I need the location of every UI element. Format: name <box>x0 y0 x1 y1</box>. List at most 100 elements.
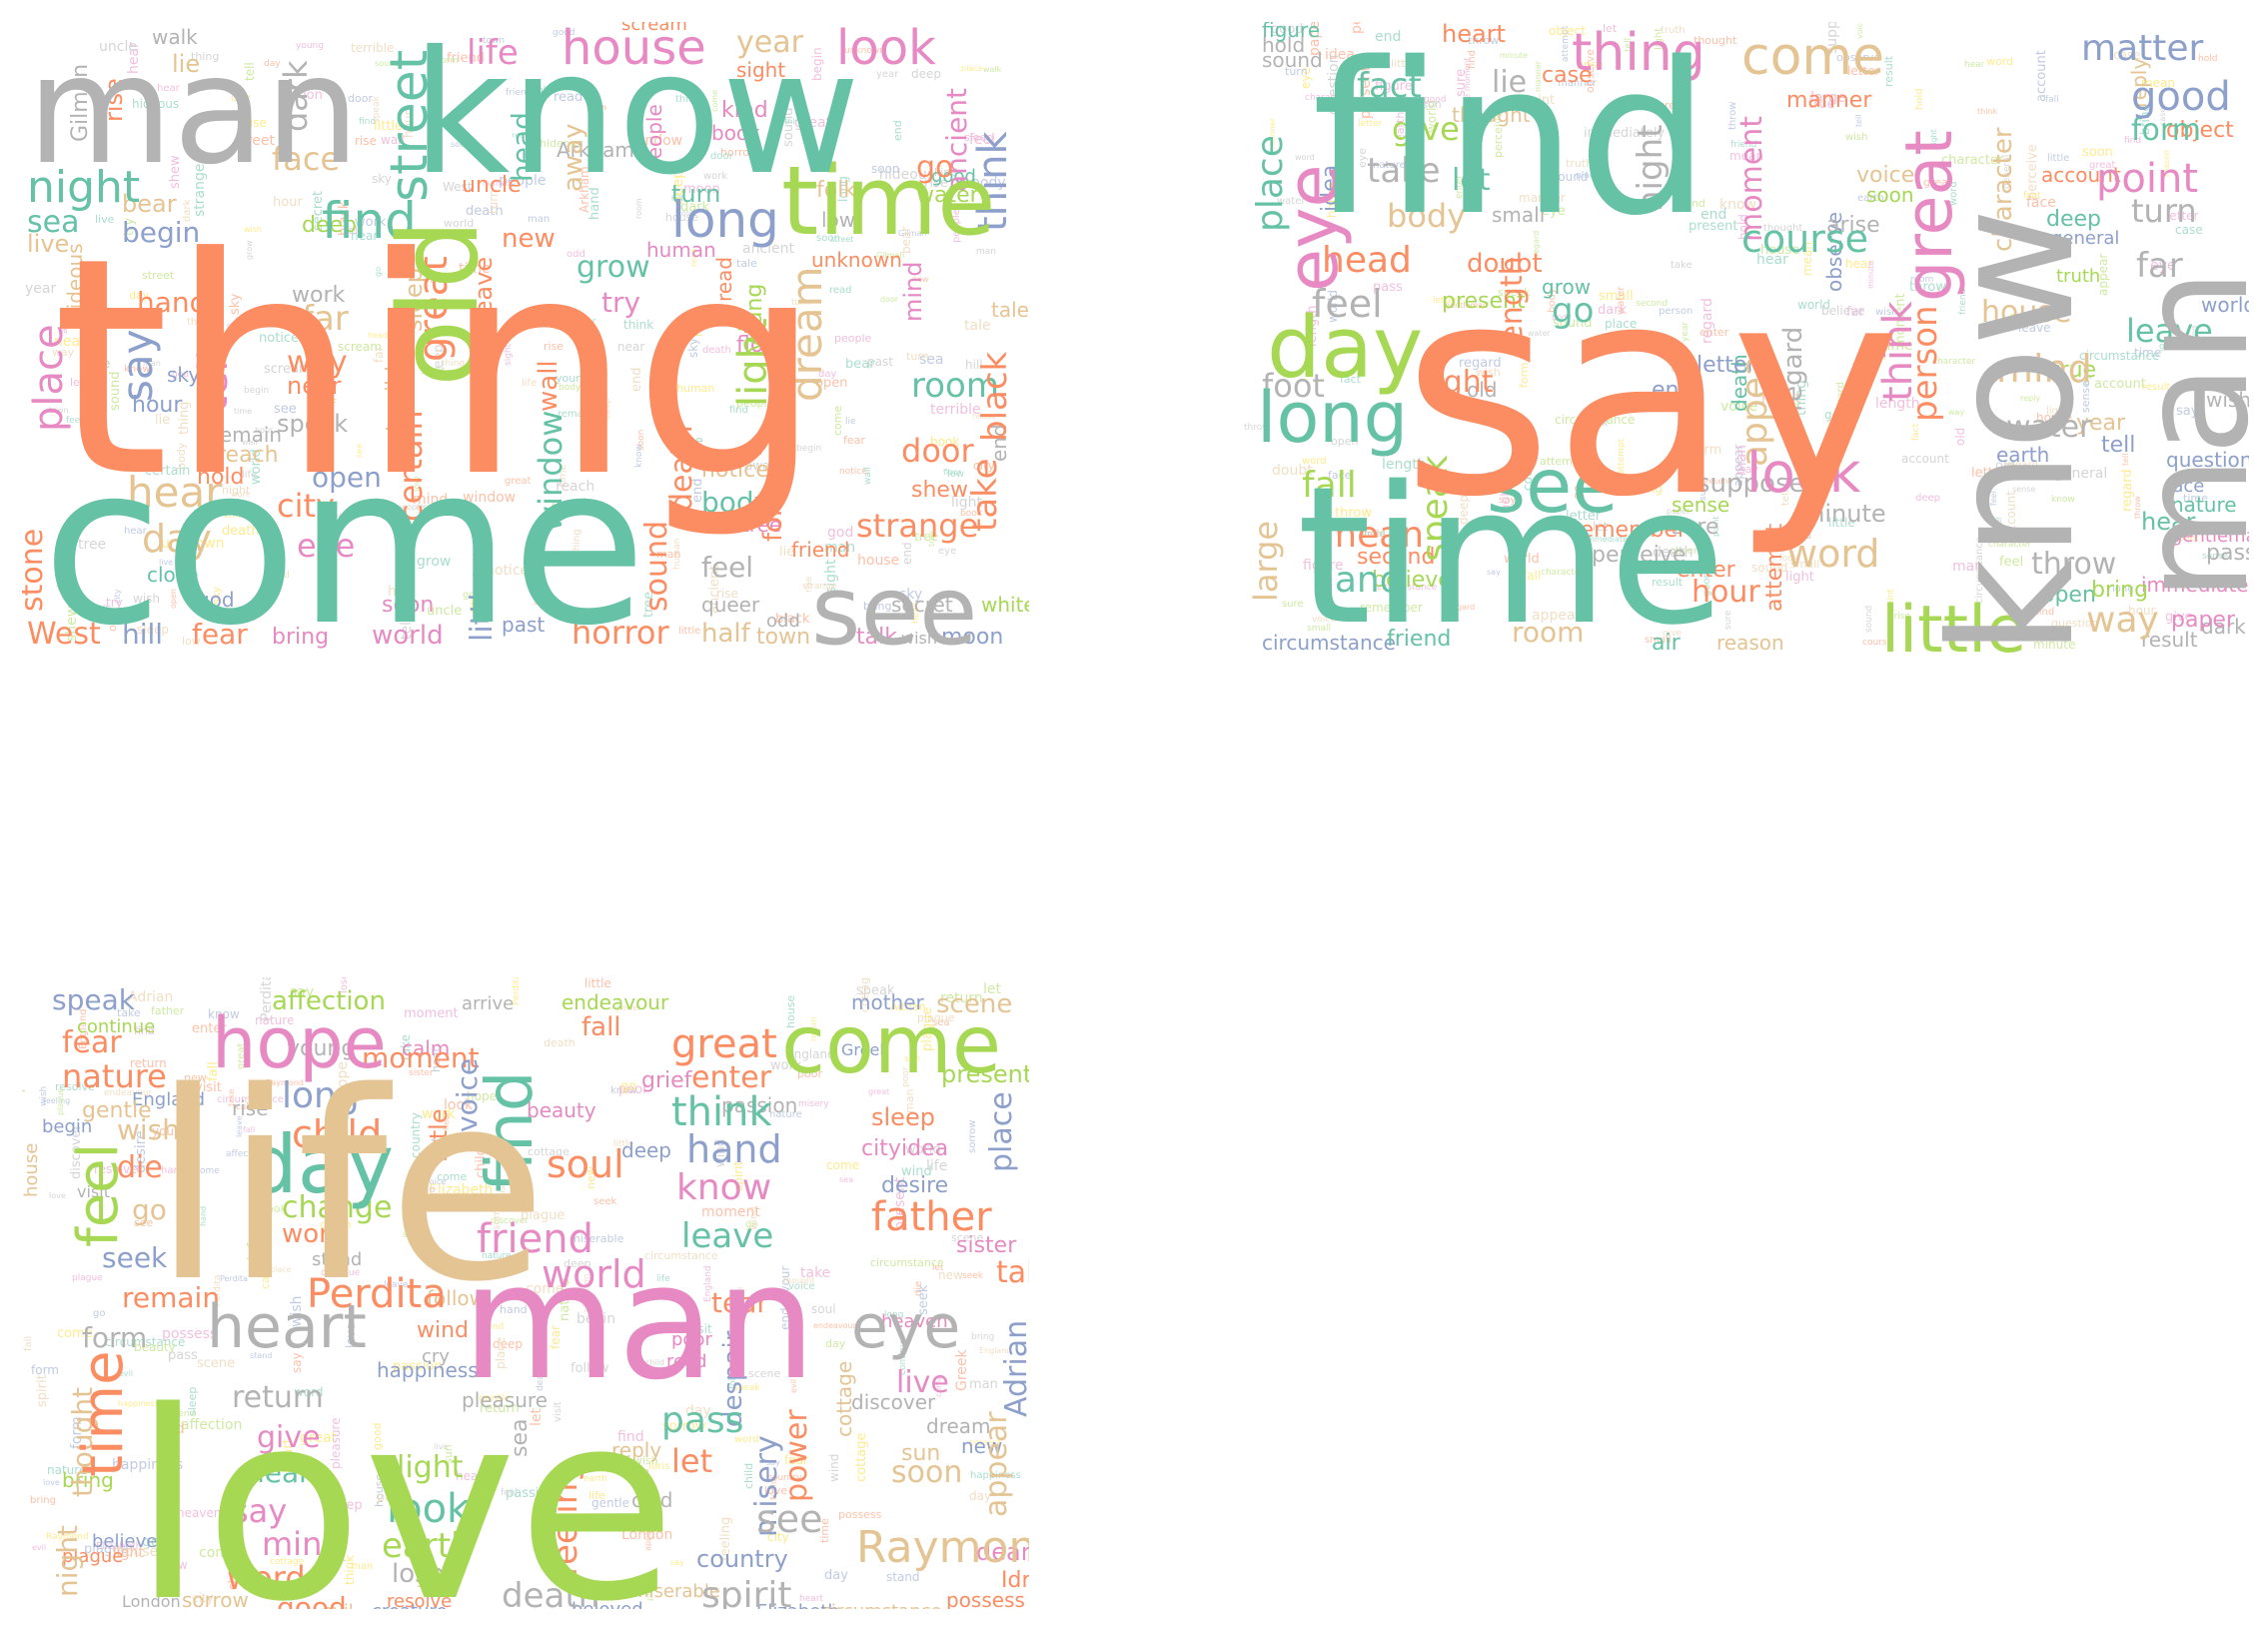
filler-word: turn <box>487 189 501 214</box>
filler-word: bear <box>899 227 913 254</box>
filler-word: question <box>2051 617 2099 630</box>
filler-word: good <box>463 590 488 601</box>
filler-word: hand <box>587 187 602 220</box>
filler-word: good <box>552 497 586 513</box>
filler-word: death <box>702 345 731 356</box>
filler-word: account <box>2094 377 2146 392</box>
word-spirit: spirit <box>701 1575 792 1609</box>
filler-word: enter <box>1700 326 1729 339</box>
filler-word: day <box>428 1138 444 1164</box>
filler-word: end <box>629 368 644 393</box>
filler-word: misery <box>798 1099 829 1109</box>
filler-word: return <box>480 1401 520 1416</box>
filler-word: good <box>1497 469 1522 480</box>
word-place: place <box>26 324 72 432</box>
word-house: house <box>562 22 706 76</box>
word-cry: cry <box>422 1346 450 1367</box>
word-place: place <box>984 1091 1019 1172</box>
filler-word: pleasure <box>329 1417 343 1469</box>
word-sure: sure <box>1672 515 1719 540</box>
word-soon: soon <box>382 593 434 618</box>
word-notice: notice <box>701 458 769 483</box>
filler-word: half <box>388 584 415 600</box>
filler-word: world <box>444 217 474 230</box>
filler-word: point <box>1522 93 1555 108</box>
filler-word: form <box>1518 362 1531 388</box>
filler-word: dear <box>536 1370 546 1391</box>
word-feeling: feeling <box>546 1461 585 1577</box>
word-young: young <box>742 284 767 352</box>
filler-word: course <box>1521 451 1535 491</box>
filler-word: soon <box>2082 145 2113 160</box>
filler-word: room <box>634 198 643 219</box>
word-sleep: sleep <box>871 1103 935 1131</box>
filler-word: moment <box>701 1204 760 1220</box>
filler-word: sound <box>375 59 399 68</box>
filler-word: find <box>359 117 376 127</box>
filler-word: character <box>1941 153 2004 168</box>
word-appear: appear <box>1734 340 1775 467</box>
filler-word: light <box>1929 129 1938 147</box>
filler-word: look <box>1779 554 1799 564</box>
word-gentle: gentle <box>82 1098 152 1123</box>
word-say: say <box>1402 224 1901 561</box>
filler-word: England <box>703 1265 713 1302</box>
word-friend: friend <box>791 538 850 562</box>
word-discover: discover <box>851 1390 936 1414</box>
filler-word: word <box>734 1434 759 1445</box>
filler-word: child <box>474 1147 489 1178</box>
filler-word: leave <box>70 376 100 389</box>
filler-word: life <box>242 470 257 481</box>
filler-word: horror <box>720 146 754 159</box>
filler-word: feel <box>1989 491 1998 506</box>
word-think: think <box>970 131 1016 233</box>
filler-word: Gilman <box>898 229 926 238</box>
filler-word: child <box>742 1463 755 1489</box>
word-hope: hope <box>212 1002 387 1084</box>
filler-word: Raymond <box>46 1532 89 1542</box>
filler-word: go <box>374 267 383 277</box>
filler-word: lie <box>845 417 856 427</box>
filler-word: man <box>351 1561 373 1572</box>
filler-word: see <box>274 402 297 417</box>
filler-word: seek <box>916 1284 931 1315</box>
filler-word: spirit <box>35 1374 50 1407</box>
filler-word: stand <box>886 1570 920 1584</box>
filler-word: grow <box>245 240 254 260</box>
word-night: night <box>1631 125 1671 212</box>
filler-word: feel <box>472 553 488 579</box>
filler-word: possess <box>838 1508 882 1521</box>
filler-word: heart <box>281 1438 296 1473</box>
word-air: air <box>1652 631 1682 654</box>
word-stand: stand <box>312 1249 362 1270</box>
filler-word: figure <box>1375 79 1413 94</box>
word-let: let <box>1452 163 1491 198</box>
word-cottage: cottage <box>832 1361 856 1437</box>
filler-word: hear <box>1964 60 1985 70</box>
word-know: know <box>676 1167 771 1208</box>
filler-word: child <box>645 1358 664 1367</box>
word-lie: lie <box>1492 65 1527 100</box>
word-speak: speak <box>277 410 348 438</box>
word-mind: mind <box>262 1525 343 1563</box>
filler-word: human <box>676 382 714 395</box>
word-cloud-2: suppose house grow voice hold sure sense arise l… <box>1242 22 2249 654</box>
filler-word: hear <box>351 229 378 243</box>
word-hold: hold <box>1262 33 1305 57</box>
word-begin: begin <box>122 216 200 249</box>
word-think: think <box>1875 301 1921 403</box>
filler-word: soul <box>417 1575 446 1591</box>
filler-word: form <box>31 1363 59 1377</box>
filler-word: know <box>1719 197 1756 213</box>
word-kind: kind <box>721 98 768 123</box>
filler-word: hope <box>335 1061 351 1096</box>
filler-word: observe <box>1836 51 1880 64</box>
filler-word: human <box>483 179 511 188</box>
word-head: head <box>506 112 539 182</box>
filler-word: take <box>399 1034 413 1060</box>
filler-word: return <box>130 1056 167 1070</box>
word-come: come <box>42 418 646 654</box>
filler-word: great <box>236 1042 247 1069</box>
filler-word: come <box>199 1545 238 1561</box>
filler-word: circumstance <box>644 1249 718 1262</box>
